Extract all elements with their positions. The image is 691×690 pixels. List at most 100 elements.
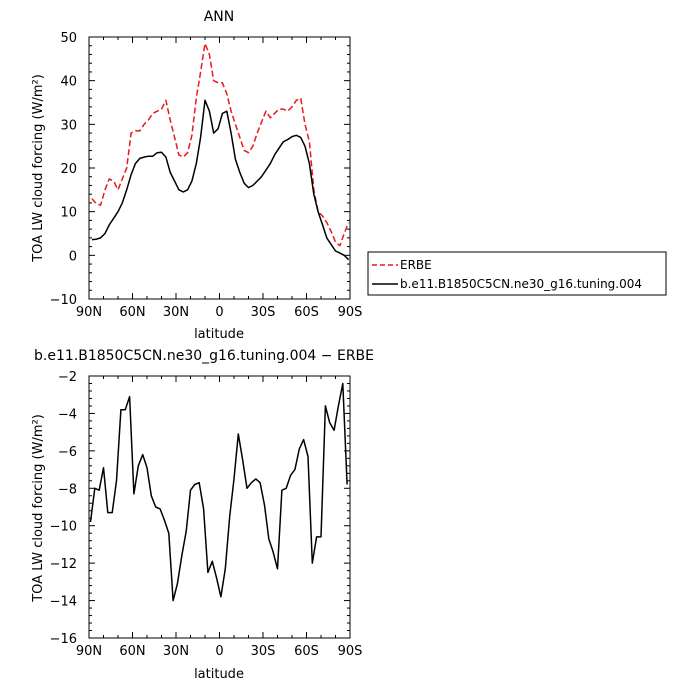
data-point [335,250,336,251]
data-point [133,493,134,494]
data-point [274,154,275,155]
data-point [135,163,136,164]
bottom-x-axis-title: latitude [194,667,244,682]
x-tick-label: 60N [119,644,145,659]
data-point [252,146,253,147]
data-point [344,233,345,234]
data-point [320,536,321,537]
x-tick-label: 30N [163,305,189,320]
top-plot-frame [88,36,351,300]
data-point [287,111,288,112]
top-panel-title: ANN [204,9,235,25]
data-point [200,137,201,138]
data-point [277,568,278,569]
top-series-lines [91,42,350,261]
data-point [307,456,308,457]
data-point [138,465,139,466]
data-point [291,106,292,107]
y-tick-label: −16 [50,632,77,647]
data-point [252,185,253,186]
data-point [286,488,287,489]
data-point [325,405,326,406]
data-point [348,259,349,260]
data-point [303,439,304,440]
data-point [174,137,175,138]
data-point [177,583,178,584]
data-point [148,156,149,157]
bottom-panel-title: b.e11.B1850C5CN.ne30_g16.tuning.004 − ER… [34,348,374,364]
data-point [213,133,214,134]
data-point [348,222,349,223]
data-point [186,531,187,532]
data-point [100,205,101,206]
data-point [191,181,192,182]
data-point [96,203,97,204]
data-point [120,409,121,410]
data-point [261,176,262,177]
data-point [329,422,330,423]
data-point [161,152,162,153]
data-point [313,194,314,195]
data-point [109,224,110,225]
data-point [168,533,169,534]
data-point [209,54,210,55]
x-tick-label: 30S [251,305,276,320]
data-point [212,561,213,562]
data-point [274,113,275,114]
x-tick-label: 60S [294,644,319,659]
y-tick-label: −8 [58,482,77,497]
data-point [100,237,101,238]
data-point [216,578,217,579]
data-point [244,183,245,184]
data-point [335,242,336,243]
y-tick-label: −6 [58,445,77,460]
data-point [152,113,153,114]
data-point [207,572,208,573]
top-y-ticks: −10 0 10 20 30 40 50 [50,31,350,308]
data-point [129,396,130,397]
data-point [225,568,226,569]
x-tick-label: 90S [338,644,363,659]
bottom-x-ticks: 90N 60N 30N 0 30S 60S 90S [76,376,363,659]
data-point [270,163,271,164]
data-point [196,98,197,99]
y-tick-label: 10 [60,206,77,221]
legend-frame [367,251,667,296]
data-point [264,505,265,506]
data-point [190,490,191,491]
data-point [126,189,127,190]
x-tick-label: 0 [215,644,223,659]
data-point [181,555,182,556]
data-point [318,211,319,212]
data-point [178,189,179,190]
data-point [204,100,205,101]
data-point [174,181,175,182]
bottom-plot-frame [88,375,351,639]
x-tick-label: 30S [251,644,276,659]
y-tick-label: 40 [60,75,77,90]
data-point [204,43,205,44]
data-point [226,111,227,112]
data-point [209,111,210,112]
data-point [131,174,132,175]
data-point [326,222,327,223]
data-point [278,148,279,149]
data-point [304,124,305,125]
legend: ERBE b.e11.B1850C5CN.ne30_g16.tuning.004 [367,251,667,296]
data-point [131,133,132,134]
data-point [268,538,269,539]
legend-label-model: b.e11.B1850C5CN.ne30_g16.tuning.004 [400,277,642,291]
data-point [122,202,123,203]
data-point [344,255,345,256]
data-point [220,596,221,597]
data-point [265,111,266,112]
data-point [151,495,152,496]
data-point [309,141,310,142]
data-point [117,211,118,212]
data-point [316,536,317,537]
bottom-series-lines [89,382,348,602]
data-point [112,512,113,513]
data-point [300,137,301,138]
data-point [104,233,105,234]
